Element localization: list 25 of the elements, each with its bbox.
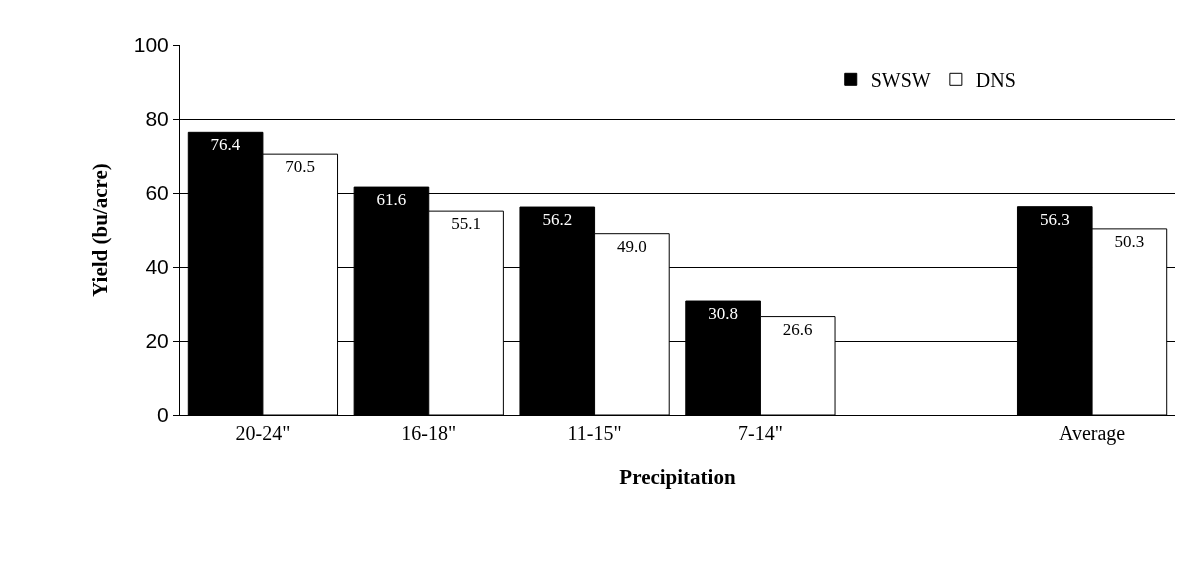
data-label: 30.8: [708, 304, 738, 324]
legend-label: DNS: [975, 69, 1016, 92]
data-label: 70.5: [285, 157, 316, 177]
y-tick-label: 80: [145, 107, 169, 131]
y-tick-label: 100: [133, 33, 169, 57]
x-tick-label: Average: [1058, 422, 1126, 445]
y-axis-title: Yield (bu/acre): [87, 163, 112, 297]
data-label: 49.0: [617, 236, 647, 256]
x-tick-label: 11-15": [567, 422, 622, 444]
data-label: 50.3: [1114, 231, 1145, 251]
y-tick-label: 60: [145, 181, 169, 205]
data-label: 76.4: [210, 135, 241, 155]
data-label: 55.1: [451, 214, 481, 234]
legend-label: SWSW: [870, 69, 931, 92]
y-tick-label: 0: [157, 403, 169, 427]
data-label: 56.3: [1039, 209, 1070, 229]
data-label: 26.6: [782, 319, 813, 339]
y-tick-label: 20: [145, 329, 169, 353]
data-label: 61.6: [376, 190, 407, 210]
x-axis-title: Precipitation: [619, 465, 736, 490]
data-label: 56.2: [542, 210, 573, 230]
x-tick-label: 16-18": [401, 422, 457, 444]
y-tick-label: 40: [145, 255, 169, 279]
x-tick-label: 7-14": [738, 422, 783, 444]
x-tick-label: 20-24": [235, 422, 291, 444]
